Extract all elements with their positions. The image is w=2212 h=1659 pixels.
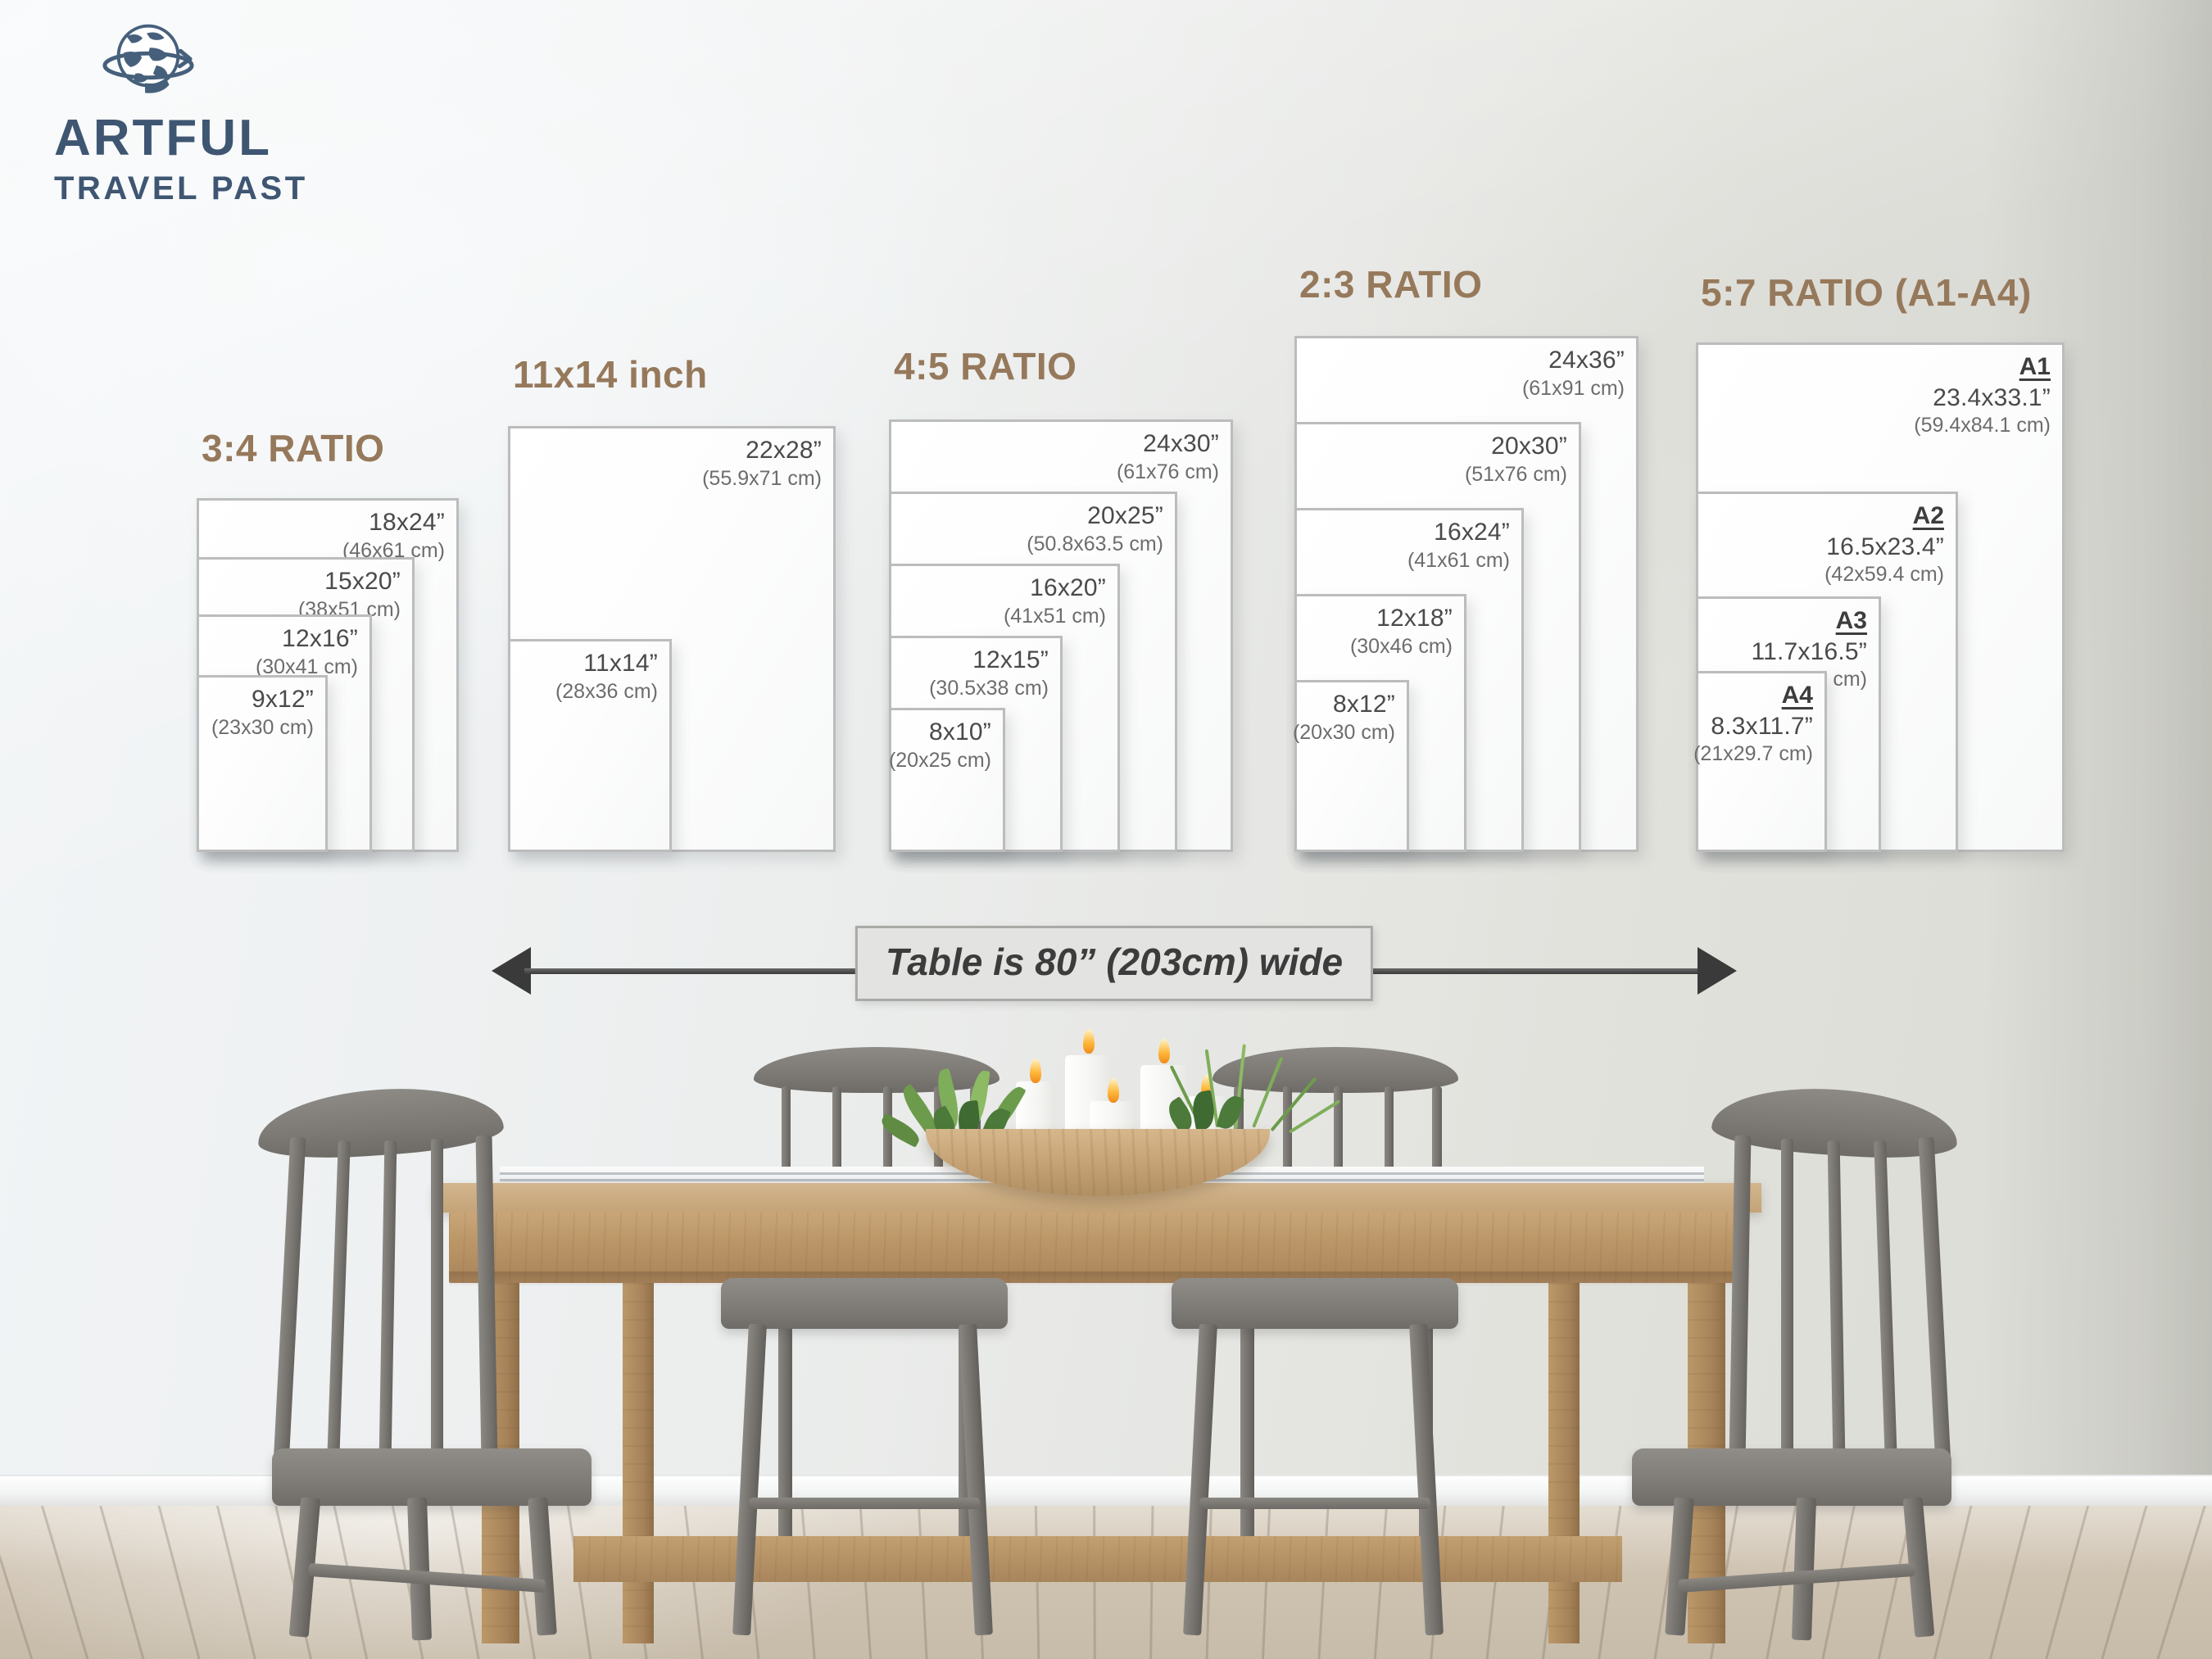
frame-label: 16x24” (41x61 cm) <box>1407 519 1510 572</box>
group-title: 4:5 RATIO <box>894 345 1077 388</box>
group-title: 2:3 RATIO <box>1299 263 1483 306</box>
frame-label: 18x24” (46x61 cm) <box>342 509 445 562</box>
frame-swatch[interactable]: 8x12” (20x30 cm) <box>1292 680 1409 852</box>
frame-swatch[interactable]: 11x14” (28x36 cm) <box>508 639 672 852</box>
frame-swatch[interactable]: 8x10” (20x25 cm) <box>889 708 1005 852</box>
floor-sheen <box>0 1506 2212 1659</box>
frame-label: 24x36” (61x91 cm) <box>1521 347 1625 400</box>
frame-group-11x14-inch: 11x14 inch 22x28” (55.9x71 cm) 11x14” (2… <box>508 352 852 852</box>
table-width-measure: Table is 80” (203cm) wide <box>492 926 1737 1016</box>
frame-swatch[interactable]: A4 8.3x11.7” (21x29.7 cm) <box>1693 671 1827 852</box>
measure-label: Table is 80” (203cm) wide <box>885 941 1344 983</box>
frame-label: 12x15” (30.5x38 cm) <box>929 646 1049 700</box>
frame-swatch[interactable]: 9x12” (23x30 cm) <box>197 675 328 852</box>
brand-name-primary: ARTFUL <box>54 110 272 166</box>
frame-label: 15x20” (38x51 cm) <box>297 568 401 621</box>
paper-size-code: A1 <box>2019 353 2051 380</box>
frame-label: 22x28” (55.9x71 cm) <box>702 437 822 490</box>
paper-size-code: A3 <box>1835 607 1867 634</box>
frame-group-2-3-ratio: 2:3 RATIO 24x36” (61x91 cm) 20x30” (51x7… <box>1292 262 1647 852</box>
frame-label: 8x12” (20x30 cm) <box>1292 691 1395 744</box>
frame-label: 8x10” (20x25 cm) <box>888 718 991 772</box>
brand-logo: ARTFUL TRAVEL PAST <box>54 15 398 205</box>
frame-group-3-4-ratio: 3:4 RATIO 18x24” (46x61 cm) 15x20” (38x5… <box>197 426 467 852</box>
frame-label: 24x30” (61x76 cm) <box>1116 430 1219 483</box>
brand-name-secondary: TRAVEL PAST <box>54 170 308 206</box>
group-title: 3:4 RATIO <box>202 427 385 469</box>
frame-group-5-7-ratio: 5:7 RATIO (A1-A4) A1 23.4x33.1” (59.4x84… <box>1693 270 2073 852</box>
arrow-right-icon <box>1698 947 1737 995</box>
globe-icon <box>102 24 194 93</box>
frame-label: 11x14” (28x36 cm) <box>555 650 658 703</box>
wood-floor <box>0 1506 2212 1659</box>
baseboard <box>0 1475 2212 1507</box>
frame-label: 16x20” (41x51 cm) <box>1003 574 1106 628</box>
group-title: 11x14 inch <box>513 353 708 396</box>
frame-label: 20x25” (50.8x63.5 cm) <box>1027 502 1163 555</box>
paper-size-code: A2 <box>1912 502 1944 529</box>
measure-callout: Table is 80” (203cm) wide <box>854 926 1374 1001</box>
frame-group-4-5-ratio: 4:5 RATIO 24x30” (61x76 cm) 20x25” (50.8… <box>889 344 1241 852</box>
frame-label: 12x16” (30x41 cm) <box>255 625 358 678</box>
group-title: 5:7 RATIO (A1-A4) <box>1701 271 2032 314</box>
frame-label: A2 16.5x23.4” (42x59.4 cm) <box>1824 502 1944 587</box>
frame-label: 9x12” (23x30 cm) <box>211 686 314 739</box>
frame-label: A4 8.3x11.7” (21x29.7 cm) <box>1693 682 1813 766</box>
paper-size-code: A4 <box>1781 682 1813 709</box>
frame-label: 20x30” (51x76 cm) <box>1464 433 1567 486</box>
frame-label: A1 23.4x33.1” (59.4x84.1 cm) <box>1914 353 2051 437</box>
frame-label: 12x18” (30x46 cm) <box>1349 605 1453 658</box>
